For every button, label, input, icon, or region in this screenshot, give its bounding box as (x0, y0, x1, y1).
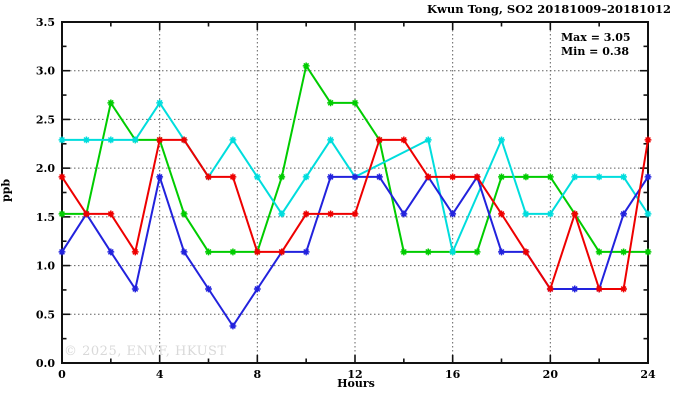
min-value-label: Min = 0.38 (561, 44, 630, 58)
watermark: © 2025, ENVF, HKUST (64, 344, 227, 359)
svg-text:12: 12 (347, 368, 362, 381)
svg-text:16: 16 (445, 368, 461, 381)
svg-text:1.0: 1.0 (36, 260, 55, 273)
svg-text:0: 0 (58, 368, 66, 381)
svg-text:3.5: 3.5 (36, 16, 55, 29)
svg-text:1.5: 1.5 (36, 211, 55, 224)
svg-text:3.0: 3.0 (36, 65, 55, 78)
x-axis-label: Hours (337, 377, 375, 390)
y-axis-label: ppb (0, 178, 13, 203)
svg-text:24: 24 (640, 368, 656, 381)
max-min-annotation: Max = 3.05 Min = 0.38 (561, 31, 631, 58)
svg-text:20: 20 (543, 368, 559, 381)
svg-text:4: 4 (156, 368, 164, 381)
svg-text:0.0: 0.0 (36, 357, 55, 370)
svg-text:2.0: 2.0 (36, 162, 55, 175)
svg-text:8: 8 (254, 368, 262, 381)
max-value-label: Max = 3.05 (561, 31, 631, 44)
svg-text:0.5: 0.5 (36, 308, 55, 321)
chart-title: Kwun Tong, SO2 20181009–20181012 (426, 2, 671, 16)
svg-text:2.5: 2.5 (36, 113, 55, 126)
